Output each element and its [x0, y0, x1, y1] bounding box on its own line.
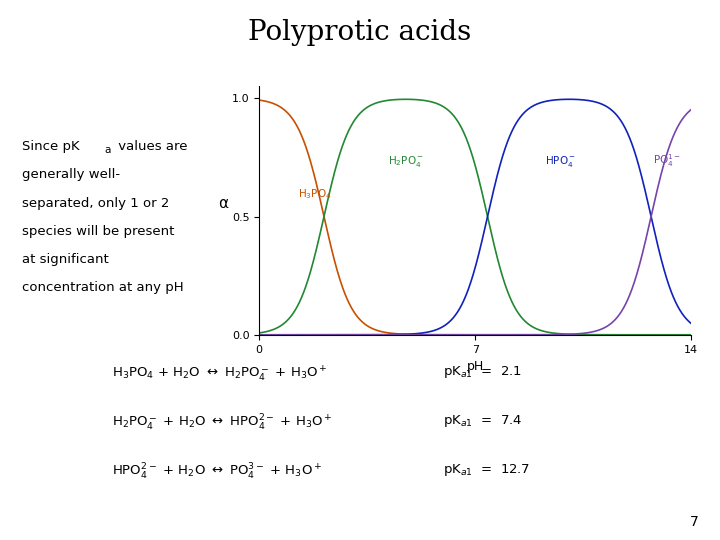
Text: H$_2$PO$_4^-$ + H$_2$O $\leftrightarrow$ HPO$_4^{2-}$ + H$_3$O$^+$: H$_2$PO$_4^-$ + H$_2$O $\leftrightarrow$… — [112, 413, 333, 433]
Text: pK$_{a1}$  =  7.4: pK$_{a1}$ = 7.4 — [443, 413, 522, 429]
Y-axis label: α: α — [218, 195, 228, 211]
Text: pK$_{a1}$  =  12.7: pK$_{a1}$ = 12.7 — [443, 462, 529, 478]
Text: H$_3$PO$_4$ + H$_2$O $\leftrightarrow$ H$_2$PO$_4^-$ + H$_3$O$^+$: H$_3$PO$_4$ + H$_2$O $\leftrightarrow$ H… — [112, 364, 328, 383]
Text: HPO$_4^{2-}$ + H$_2$O $\leftrightarrow$ PO$_4^{3-}$ + H$_3$O$^+$: HPO$_4^{2-}$ + H$_2$O $\leftrightarrow$ … — [112, 462, 322, 482]
Text: H$_3$PO$_4$: H$_3$PO$_4$ — [298, 187, 331, 201]
Text: concentration at any pH: concentration at any pH — [22, 281, 183, 294]
Text: at significant: at significant — [22, 253, 108, 266]
Text: generally well-: generally well- — [22, 168, 120, 181]
Text: Since pK: Since pK — [22, 140, 79, 153]
Text: Polyprotic acids: Polyprotic acids — [248, 19, 472, 46]
Text: pK$_{a1}$  =  2.1: pK$_{a1}$ = 2.1 — [443, 364, 522, 381]
Text: 7: 7 — [690, 515, 698, 529]
X-axis label: pH: pH — [467, 360, 484, 373]
Text: separated, only 1 or 2: separated, only 1 or 2 — [22, 197, 169, 210]
Text: species will be present: species will be present — [22, 225, 174, 238]
Text: a: a — [104, 145, 111, 156]
Text: values are: values are — [114, 140, 187, 153]
Text: HPO$_4^-$: HPO$_4^-$ — [544, 154, 575, 170]
Text: H$_2$PO$_4^-$: H$_2$PO$_4^-$ — [388, 154, 424, 170]
Text: PO$_4^{1-}$: PO$_4^{1-}$ — [652, 153, 680, 170]
